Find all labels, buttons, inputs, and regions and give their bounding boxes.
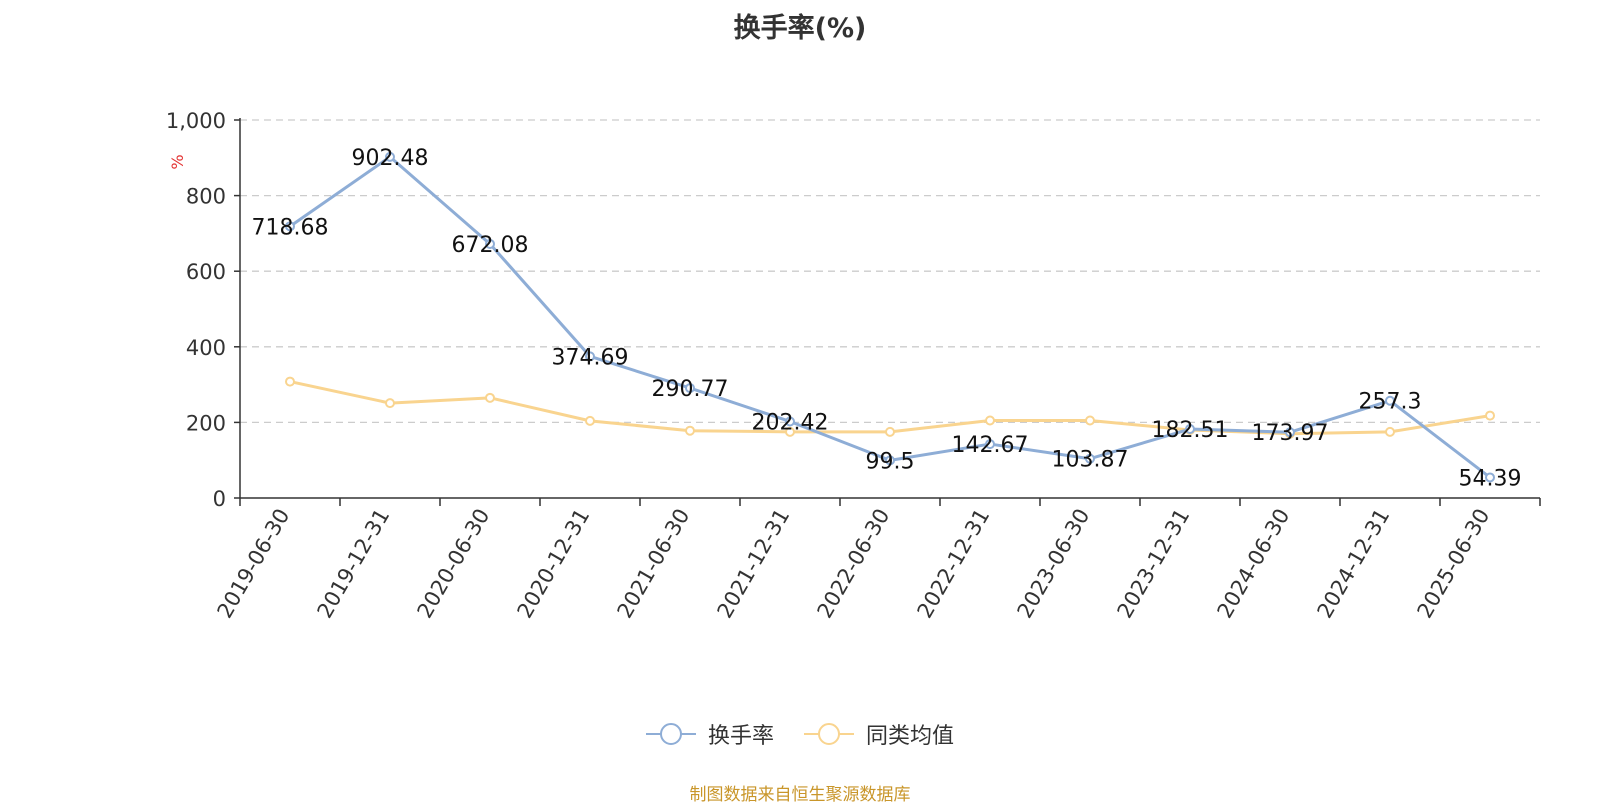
data-label: 54.39	[1459, 466, 1522, 491]
data-point-turnover	[1385, 395, 1395, 406]
x-tick-label: 2024-06-30	[1213, 505, 1295, 623]
x-tick-label: 2019-06-30	[213, 505, 295, 623]
legend-label-peer-average: 同类均值	[866, 724, 955, 749]
data-point-turnover	[1285, 427, 1295, 438]
data-point-turnover	[685, 383, 695, 394]
data-point-turnover	[985, 439, 995, 450]
data-point-peer-average	[685, 425, 695, 436]
data-point-turnover	[585, 351, 595, 362]
data-point-peer-average	[885, 426, 895, 437]
chart-title: 换手率(%)	[733, 13, 867, 44]
y-tick-label: 1,000	[166, 109, 226, 133]
x-tick-label: 2022-06-30	[813, 505, 895, 623]
data-label: 173.97	[1252, 421, 1329, 446]
data-point-peer-average	[785, 426, 795, 437]
x-tick-label: 2022-12-31	[913, 505, 995, 623]
data-point-turnover	[485, 238, 495, 249]
data-point-turnover	[1085, 453, 1095, 464]
data-point-turnover	[785, 416, 795, 427]
data-point-turnover	[1485, 472, 1495, 483]
data-label: 672.08	[452, 233, 529, 258]
data-point-peer-average	[585, 415, 595, 426]
y-axis-unit: %	[168, 154, 187, 169]
legend-item-peer-average[interactable]: 同类均值	[804, 718, 954, 750]
data-label: 718.68	[252, 215, 329, 240]
data-label: 103.87	[1052, 448, 1129, 473]
y-tick-label: 200	[186, 411, 226, 435]
data-point-peer-average	[1485, 410, 1495, 421]
x-tick-label: 2021-06-30	[613, 505, 695, 623]
x-tick-label: 2023-12-31	[1113, 505, 1195, 623]
legend: 换手率 同类均值	[0, 718, 1600, 750]
data-label: 182.51	[1152, 418, 1229, 443]
y-tick-label: 0	[213, 487, 226, 511]
legend-label-turnover: 换手率	[707, 724, 774, 749]
data-point-turnover	[385, 151, 395, 162]
x-tick-label: 2019-12-31	[313, 505, 395, 623]
data-point-turnover	[285, 221, 295, 232]
y-tick-label: 600	[186, 260, 226, 284]
data-point-peer-average	[285, 376, 295, 387]
x-tick-label: 2020-06-30	[413, 505, 495, 623]
data-label: 374.69	[552, 345, 629, 370]
data-point-peer-average	[1085, 415, 1095, 426]
data-label: 902.48	[352, 146, 429, 171]
y-tick-label: 400	[186, 336, 226, 360]
legend-marker-turnover-icon	[645, 723, 696, 745]
legend-item-turnover[interactable]: 换手率	[645, 718, 774, 750]
data-label: 99.5	[866, 449, 915, 474]
data-label: 257.3	[1359, 390, 1422, 415]
data-point-peer-average	[985, 415, 995, 426]
x-tick-label: 2024-12-31	[1313, 505, 1395, 623]
x-tick-label: 2020-12-31	[513, 505, 595, 623]
data-source-note: 制图数据来自恒生聚源数据库	[689, 785, 911, 805]
data-label: 290.77	[652, 377, 729, 402]
data-point-peer-average	[485, 392, 495, 403]
x-tick-label: 2023-06-30	[1013, 505, 1095, 623]
x-tick-label: 2025-06-30	[1413, 505, 1495, 623]
data-point-peer-average	[385, 398, 395, 409]
legend-marker-peer-average-icon	[804, 723, 854, 745]
data-label: 142.67	[952, 433, 1029, 458]
data-point-turnover	[885, 455, 895, 466]
data-point-peer-average	[1385, 426, 1395, 437]
data-point-turnover	[1185, 424, 1195, 435]
x-tick-label: 2021-12-31	[713, 505, 795, 623]
data-label: 202.42	[752, 410, 829, 435]
y-tick-label: 800	[186, 185, 226, 209]
